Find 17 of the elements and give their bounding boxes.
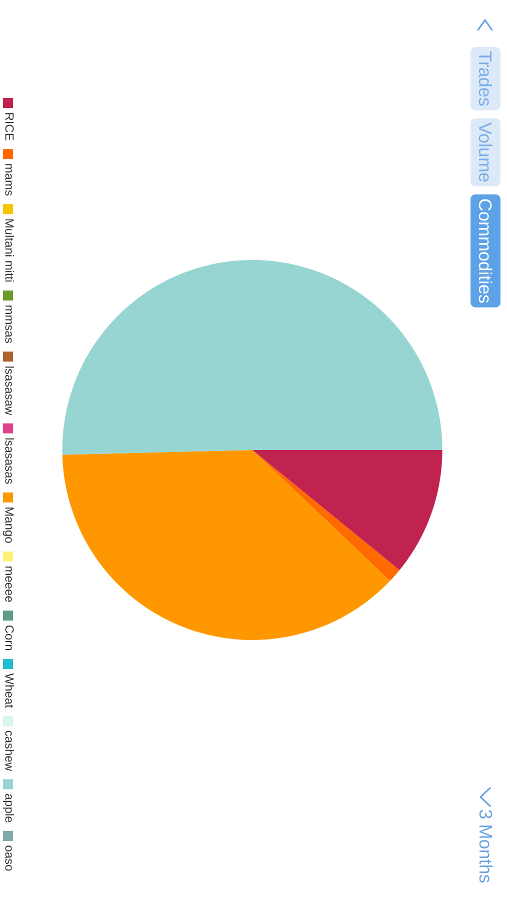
legend-label: lsasasas xyxy=(5,438,14,484)
legend-label: RICE xyxy=(5,113,14,140)
legend-label: Wheat xyxy=(5,673,14,708)
text: 3 Months xyxy=(479,810,493,883)
text: Volume xyxy=(478,122,492,182)
legend-label: mams xyxy=(5,164,12,196)
legend-label: apple xyxy=(2,794,14,822)
legend-label: Multani mitti xyxy=(5,219,14,282)
text: Commodities xyxy=(478,199,492,303)
legend-label: oaso xyxy=(5,846,12,871)
legend-label: Corn xyxy=(5,625,14,650)
legend-label: Mango xyxy=(2,508,14,543)
legend-label: mmsas xyxy=(5,306,12,343)
legend-label: cashew xyxy=(5,730,14,772)
text: Trades xyxy=(478,51,492,106)
legend-label: meeee xyxy=(5,566,12,602)
legend-label: lsasasaw xyxy=(5,366,14,416)
